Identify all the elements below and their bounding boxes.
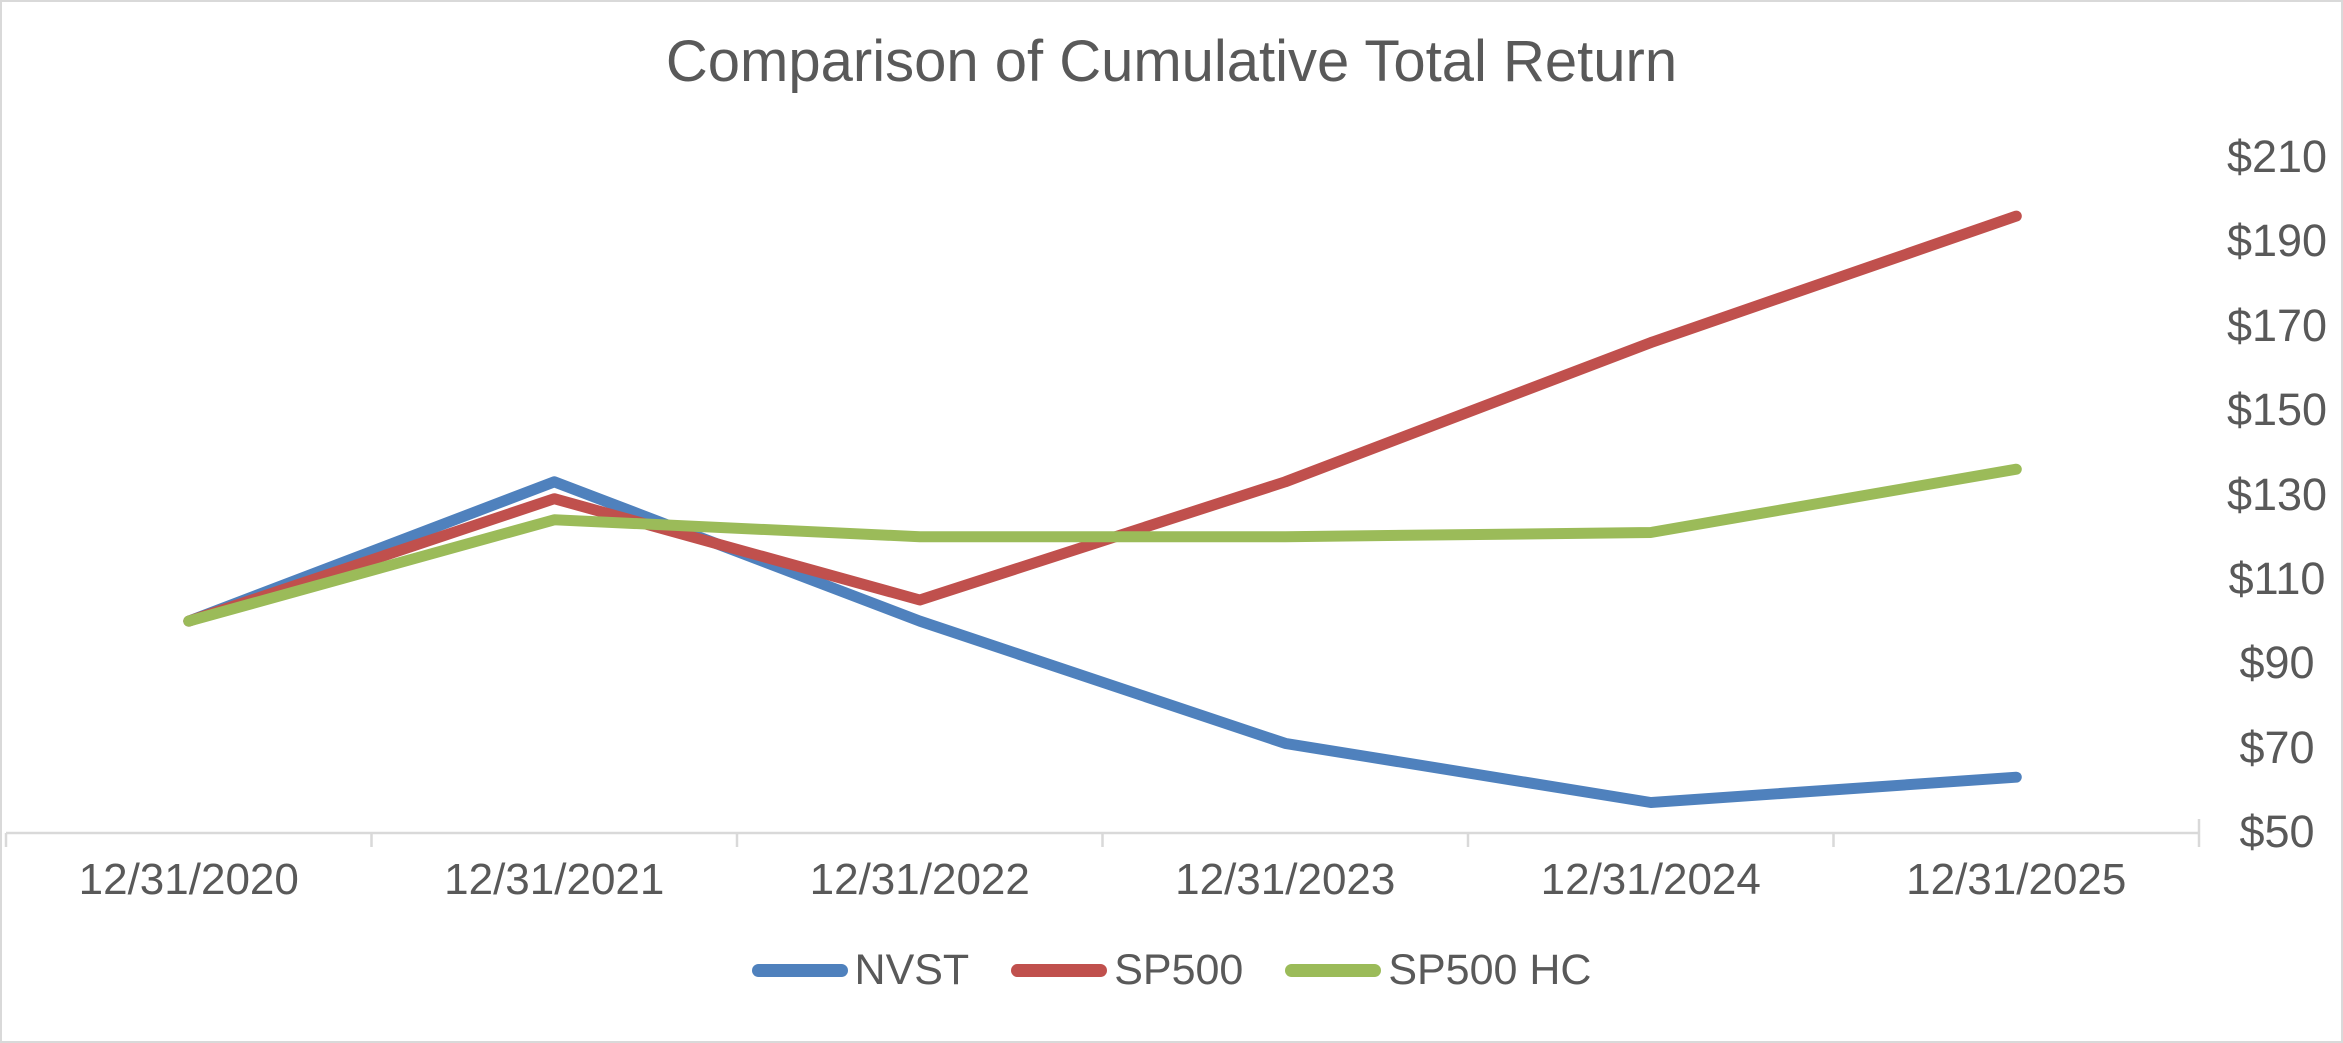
y-axis-tick-label: $190 (2226, 215, 2328, 267)
x-axis-tick-label: 12/31/2025 (1906, 855, 2127, 904)
legend-item-nvst: NVST (751, 944, 970, 996)
legend-label: SP500 (1114, 946, 1244, 994)
x-axis: 12/31/2020 12/31/2021 12/31/2022 12/31/2… (6, 852, 2199, 908)
chart-title: Comparison of Cumulative Total Return (665, 29, 1678, 94)
x-axis-tick-label: 12/31/2021 (444, 855, 665, 904)
x-axis-tick-label: 12/31/2023 (1175, 855, 1396, 904)
x-axis-tick-label: 12/31/2020 (78, 855, 299, 904)
x-axis-line (4, 819, 2201, 847)
y-axis-tick-label: $130 (2226, 468, 2328, 520)
y-axis-tick-label: $170 (2226, 299, 2328, 351)
series-line-nvst (183, 476, 2022, 808)
y-axis-tick-label: $150 (2226, 384, 2328, 436)
y-axis-tick-label: $90 (2239, 637, 2315, 689)
legend-line-swatch-nvst (751, 963, 848, 977)
legend-line-swatch-sp500-hc (1285, 963, 1382, 977)
y-axis-tick-label: $110 (2228, 552, 2326, 604)
y-axis: $210 $190 $170 $150 $130 $110 $90 $70 $5… (2218, 131, 2336, 858)
y-axis-tick-label: $50 (2239, 806, 2315, 857)
y-axis-tick-label: $210 (2226, 131, 2328, 182)
y-axis-tick-label: $70 (2239, 721, 2315, 773)
legend-line-swatch-sp500 (1011, 963, 1108, 977)
series-line-sp500 (183, 210, 2022, 627)
x-axis-tick-label: 12/31/2022 (809, 855, 1030, 904)
legend-label: SP500 HC (1388, 946, 1592, 994)
legend: NVST SP500 SP500 HC (2, 944, 2341, 996)
legend-item-sp500: SP500 (1011, 944, 1243, 996)
x-axis-tick-label: 12/31/2024 (1540, 855, 1761, 904)
legend-item-sp500-hc: SP500 HC (1285, 944, 1591, 996)
legend-label: NVST (854, 946, 970, 994)
series-line-sp500-hc (183, 463, 2022, 627)
